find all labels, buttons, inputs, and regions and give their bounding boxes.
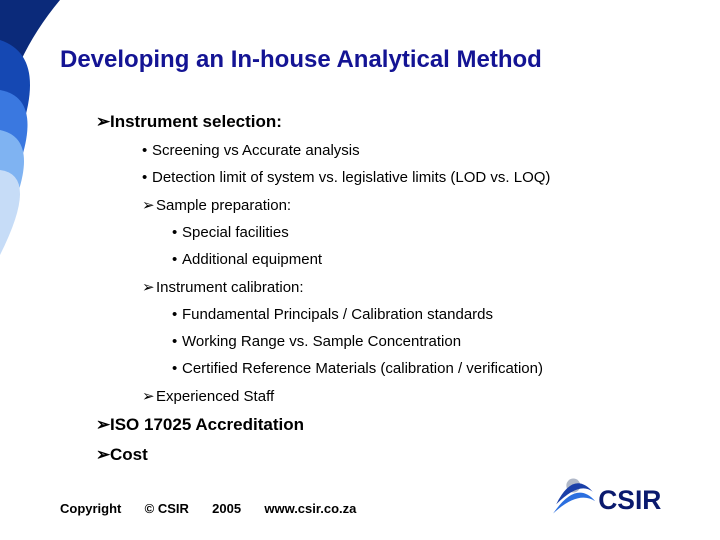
sub-bullet: •Special facilities (172, 224, 680, 241)
bullet-text: Instrument selection: (110, 112, 282, 131)
dot-icon: • (172, 251, 182, 268)
arrow-icon: ➢ (142, 196, 156, 214)
csir-logo: CSIR (550, 474, 690, 522)
sub-bullet: •Working Range vs. Sample Concentration (172, 333, 680, 350)
sub-bullet: •Certified Reference Materials (calibrat… (172, 360, 680, 377)
slide-title: Developing an In-house Analytical Method (60, 46, 690, 74)
bullet-staff: ➢Experienced Staff (142, 387, 680, 405)
bullet-cost: ➢Cost (96, 445, 680, 465)
footer-symbol: © (145, 501, 155, 516)
arrow-icon: ➢ (142, 278, 156, 296)
bullet-text: Special facilities (182, 224, 289, 241)
sub-bullet: •Screening vs Accurate analysis (142, 142, 680, 159)
bullet-text: Detection limit of system vs. legislativ… (152, 169, 550, 186)
bullet-text: Cost (110, 445, 148, 464)
slide-content: ➢Instrument selection: •Screening vs Acc… (96, 112, 680, 475)
bullet-text: Instrument calibration: (156, 279, 304, 296)
arrow-icon: ➢ (96, 445, 110, 465)
dot-icon: • (142, 142, 152, 159)
arrow-icon: ➢ (96, 415, 110, 435)
dot-icon: • (172, 360, 182, 377)
arrow-icon: ➢ (142, 387, 156, 405)
footer-copyright: Copyright (60, 501, 121, 516)
arrow-icon: ➢ (96, 112, 110, 132)
bullet-instrument-selection: ➢Instrument selection: (96, 112, 680, 132)
sub-bullet: •Detection limit of system vs. legislati… (142, 169, 680, 186)
sub-bullet: •Additional equipment (172, 251, 680, 268)
dot-icon: • (172, 333, 182, 350)
bullet-text: Working Range vs. Sample Concentration (182, 333, 461, 350)
footer-year: 2005 (212, 501, 241, 516)
bullet-calibration: ➢Instrument calibration: (142, 278, 680, 296)
bullet-text: ISO 17025 Accreditation (110, 415, 304, 434)
bullet-iso: ➢ISO 17025 Accreditation (96, 415, 680, 435)
bullet-text: Certified Reference Materials (calibrati… (182, 360, 543, 377)
footer: Copyright © CSIR 2005 www.csir.co.za (60, 501, 356, 516)
bullet-text: Screening vs Accurate analysis (152, 142, 360, 159)
footer-org: CSIR (158, 501, 189, 516)
dot-icon: • (172, 224, 182, 241)
bullet-sample-prep: ➢Sample preparation: (142, 196, 680, 214)
footer-url: www.csir.co.za (264, 501, 356, 516)
dot-icon: • (172, 306, 182, 323)
dot-icon: • (142, 169, 152, 186)
sub-bullet: •Fundamental Principals / Calibration st… (172, 306, 680, 323)
bullet-text: Additional equipment (182, 251, 322, 268)
bullet-text: Sample preparation: (156, 197, 291, 214)
logo-text: CSIR (598, 485, 661, 515)
slide: Developing an In-house Analytical Method… (0, 0, 720, 540)
bullet-text: Experienced Staff (156, 388, 274, 405)
bullet-text: Fundamental Principals / Calibration sta… (182, 306, 493, 323)
